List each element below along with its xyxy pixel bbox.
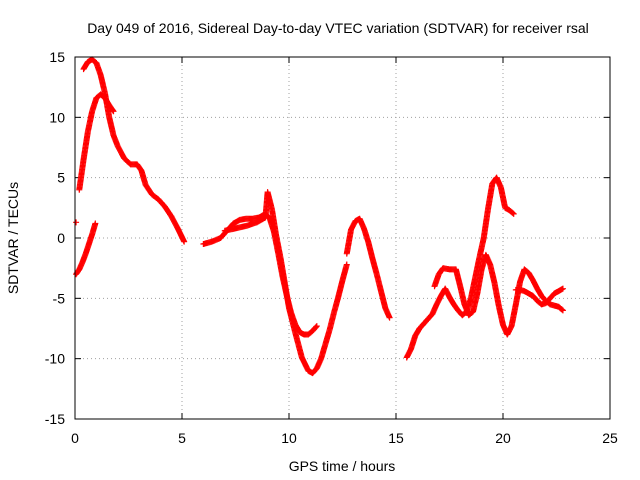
x-tick-label: 0 (71, 430, 79, 446)
series-arc-a2 (73, 219, 80, 226)
plot-frame (74, 56, 611, 420)
data-point (509, 210, 516, 217)
x-tick-label: 25 (602, 430, 618, 446)
y-axis-label: SDTVAR / TECUs (5, 182, 21, 294)
y-tick-label: 0 (57, 230, 65, 246)
grid-layer (75, 57, 610, 419)
x-tick-label: 5 (178, 430, 186, 446)
y-tick-label: 5 (57, 170, 65, 186)
data-point (559, 285, 566, 292)
data-point (559, 306, 566, 313)
series-arc-h (431, 251, 566, 338)
series-arc-f (343, 215, 393, 321)
data-point (181, 238, 188, 245)
data-point (510, 210, 517, 217)
chart-title: Day 049 of 2016, Sidereal Day-to-day VTE… (87, 20, 589, 36)
y-tick-label: 15 (49, 49, 65, 65)
x-axis-label: GPS time / hours (289, 458, 396, 474)
data-point (73, 219, 80, 226)
series-arc-i (512, 285, 566, 308)
data-point (313, 323, 320, 330)
y-tick-label: -15 (45, 411, 65, 427)
series-arc-b (76, 91, 117, 193)
series-arc-g (403, 174, 517, 361)
y-tick-label: -10 (45, 351, 65, 367)
data-point (386, 314, 393, 321)
data-layer (73, 56, 566, 377)
y-tick-label: 10 (49, 109, 65, 125)
data-point (559, 307, 566, 314)
x-tick-label: 15 (388, 430, 404, 446)
series-arc-d (200, 210, 320, 338)
series-arc-c (80, 56, 188, 245)
tick-labels-layer: 0 5 10 15 20 25 -15 -10 -5 0 5 10 15 (45, 49, 618, 446)
x-tick-label: 20 (495, 430, 511, 446)
data-point (343, 261, 350, 268)
data-point (313, 323, 320, 330)
data-point (92, 220, 99, 227)
series-arc-e (221, 189, 350, 377)
data-point (110, 108, 117, 115)
series-arc-a1 (73, 220, 99, 278)
y-tick-label: -5 (53, 290, 66, 306)
x-tick-label: 10 (281, 430, 297, 446)
